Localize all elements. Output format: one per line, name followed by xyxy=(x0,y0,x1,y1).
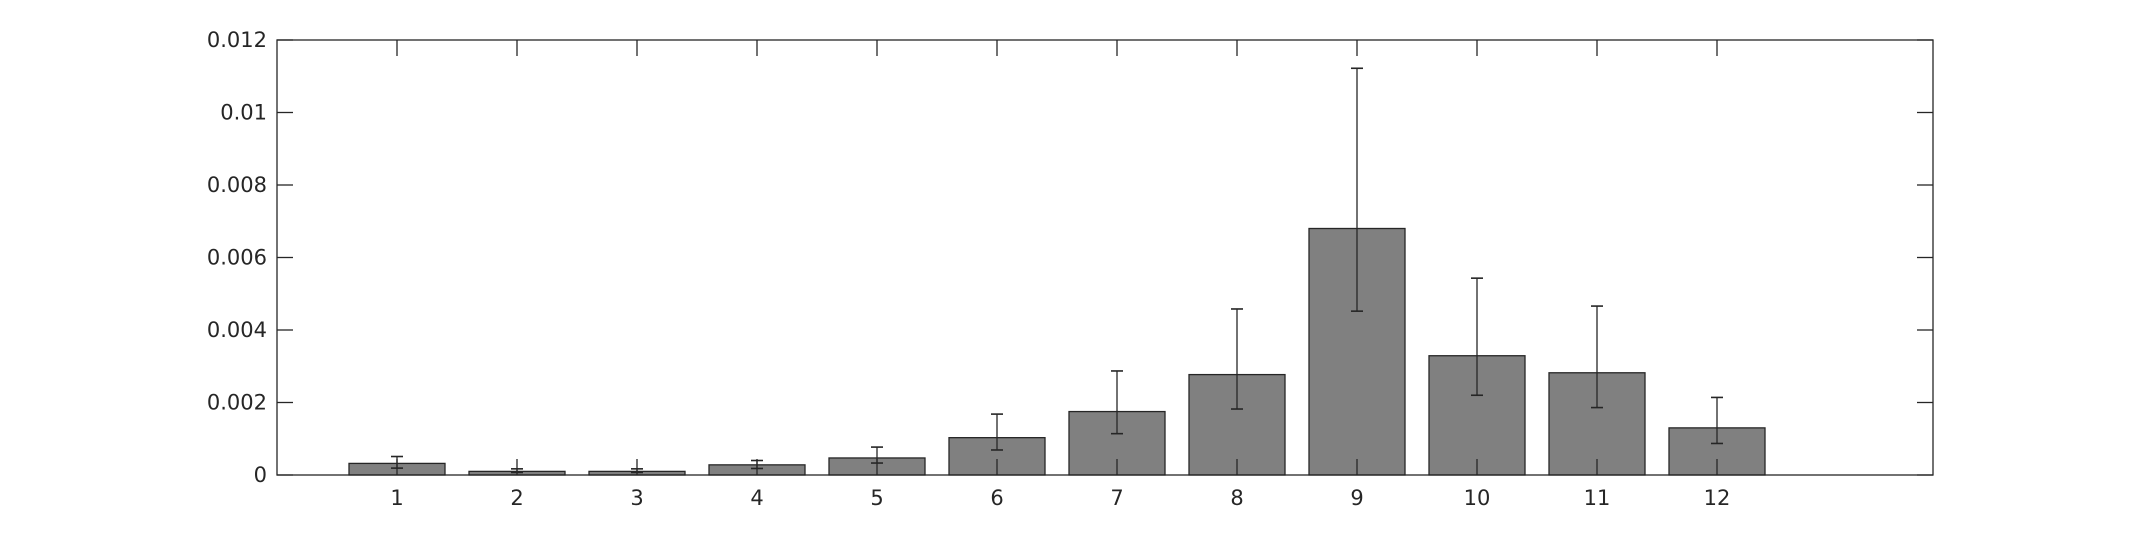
x-tick-label: 3 xyxy=(630,486,643,510)
x-tick-label: 5 xyxy=(870,486,883,510)
y-tick-label: 0.01 xyxy=(220,101,267,125)
ticks-layer xyxy=(277,39,1933,476)
y-tick-label: 0.012 xyxy=(207,28,267,52)
tick-labels-layer: 1 2 3 4 5 6 7 8 9 10 11 1200.0020.0040.0060.0080.01… xyxy=(207,28,1730,510)
y-tick-label: 0.008 xyxy=(207,173,267,197)
x-tick-label: 9 xyxy=(1350,486,1363,510)
y-tick-label: 0 xyxy=(254,463,267,487)
x-tick-label: 1 xyxy=(390,486,403,510)
x-tick-label: 7 xyxy=(1110,486,1123,510)
y-tick-label: 0.004 xyxy=(207,318,267,342)
plot-frame xyxy=(276,39,1934,476)
x-tick-label: 11 xyxy=(1584,486,1611,510)
x-tick-label: 2 xyxy=(510,486,523,510)
plot-background xyxy=(277,40,1933,475)
x-tick-label: 8 xyxy=(1230,486,1243,510)
x-tick-label: 10 xyxy=(1464,486,1491,510)
x-tick-label: 12 xyxy=(1704,486,1731,510)
x-tick-label: 6 xyxy=(990,486,1003,510)
y-tick-label: 0.002 xyxy=(207,391,267,415)
x-tick-label: 4 xyxy=(750,486,763,510)
y-tick-label: 0.006 xyxy=(207,246,267,270)
